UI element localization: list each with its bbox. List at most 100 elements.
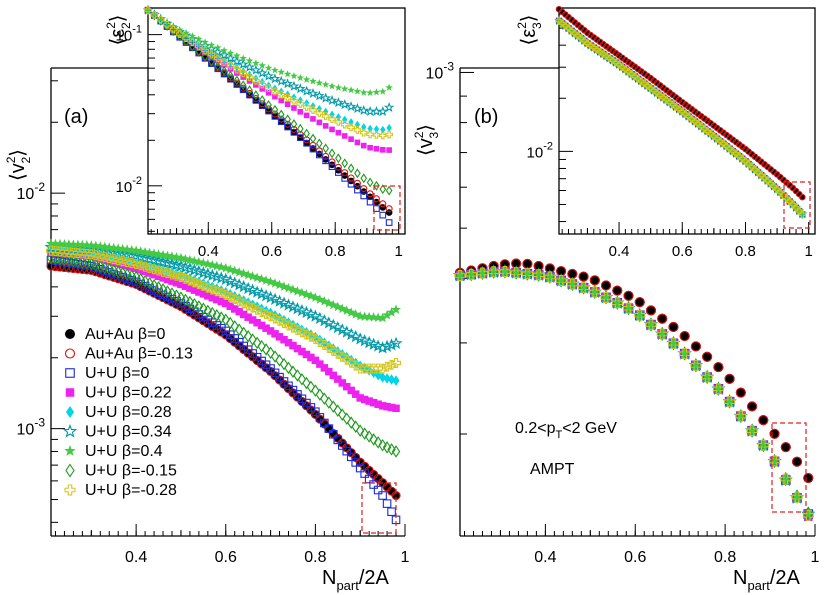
b-inset-point <box>704 127 711 135</box>
b-inset-point <box>761 174 768 181</box>
a-inset-point <box>169 25 178 34</box>
a-main-point <box>385 338 399 351</box>
a-inset-point <box>320 92 331 103</box>
a-main-point <box>262 324 270 332</box>
a-main-point <box>222 299 230 308</box>
a-main-point <box>377 312 388 323</box>
a-main-point <box>194 310 204 319</box>
a-main-point <box>351 390 360 398</box>
a-main-point <box>305 331 316 342</box>
a-main-point <box>243 300 254 311</box>
a-inset-point <box>386 123 392 132</box>
b-inset-point <box>678 108 686 115</box>
legend-marker <box>64 484 76 496</box>
a-main-point <box>376 341 390 354</box>
a-main-point <box>329 400 338 413</box>
a-main-point <box>257 339 266 353</box>
a-main-point <box>301 329 312 340</box>
a-main-point <box>378 438 387 452</box>
b-main-point <box>746 425 758 437</box>
a-inset-point <box>353 87 362 95</box>
b-inset-xtick-label: 1 <box>805 243 813 260</box>
a-main-point <box>113 255 124 266</box>
a-inset-point <box>168 22 179 33</box>
a-main-point <box>154 281 163 294</box>
b-inset-point <box>786 197 794 205</box>
b-inset-point <box>748 163 756 170</box>
panel-b-ylabel-main: v <box>415 138 437 148</box>
a-main-point <box>248 333 257 346</box>
b-main-series-3 <box>455 267 813 522</box>
b-inset-point <box>776 188 784 196</box>
a-main-point <box>239 326 248 340</box>
a-inset-point <box>373 145 380 152</box>
a-inset-point <box>239 69 248 78</box>
highlight-box-b-main <box>771 422 807 513</box>
a-main-point <box>382 361 393 372</box>
b-main-point <box>522 258 533 269</box>
a-inset-point <box>208 48 215 57</box>
b-inset-point <box>735 152 743 160</box>
a-main-point <box>320 364 329 372</box>
a-main-point <box>360 395 369 404</box>
a-main-point <box>325 367 333 376</box>
a-inset-point <box>353 126 362 134</box>
a-inset-point <box>264 64 273 72</box>
a-main-point <box>203 304 213 318</box>
b-inset-point <box>637 77 645 85</box>
a-inset-point <box>175 30 184 38</box>
b-main-point <box>735 410 747 422</box>
a-main-point <box>217 311 226 324</box>
b-main-point <box>803 473 814 484</box>
a-main-point <box>324 396 334 409</box>
panel-b-inset-ylabel-sub: 3 <box>530 22 544 29</box>
a-main-point <box>95 251 106 262</box>
b-inset-point <box>584 39 591 47</box>
a-main-point <box>389 336 403 350</box>
a-main-ytick-label: 10-3 <box>17 416 46 439</box>
a-inset-point <box>282 78 293 89</box>
a-main-point <box>225 264 236 274</box>
b-main-point <box>757 439 769 451</box>
b-main-point <box>713 362 724 373</box>
a-inset-point <box>258 95 266 105</box>
a-inset-point <box>373 205 380 212</box>
b-main-point <box>612 285 623 296</box>
a-main-point <box>284 381 293 391</box>
a-inset-point <box>296 134 304 141</box>
a-main-point <box>118 272 127 282</box>
b-main-point <box>566 278 579 289</box>
a-main-point <box>158 283 168 296</box>
b-main-point <box>611 297 623 309</box>
b-inset-point <box>587 41 595 49</box>
a-main-point <box>217 297 226 306</box>
b-main-point <box>690 359 702 371</box>
a-main-point <box>189 277 200 288</box>
a-inset-point <box>245 56 254 64</box>
a-main-point <box>359 311 370 321</box>
b-main-series-6 <box>454 265 814 519</box>
b-main-point <box>735 410 747 422</box>
a-main-point <box>360 469 369 478</box>
b-inset-point <box>776 188 784 196</box>
a-inset-point <box>288 80 300 91</box>
a-main-point <box>230 320 239 333</box>
panel-a: 0.4 0.6 0.8 1 10-2 10-3 (a) ⟨v22⟩ Npart/2A Au… <box>4 67 410 593</box>
a-inset-point <box>227 75 234 83</box>
a-main-point <box>238 268 249 278</box>
a-main-point <box>252 336 262 350</box>
b-main-point <box>589 275 600 286</box>
a-main-point <box>293 344 302 353</box>
a-main-point <box>207 284 218 295</box>
b-inset-point <box>625 68 632 75</box>
b-main-point <box>667 337 679 349</box>
a-inset-point <box>366 198 374 206</box>
a-main-point <box>149 264 160 275</box>
a-inset-point <box>354 186 361 194</box>
a-inset-point <box>182 34 190 43</box>
a-inset-point <box>252 97 260 104</box>
b-main-point <box>634 297 645 308</box>
panel-b-xlabel-sub: part <box>747 578 770 593</box>
a-main-point <box>369 433 378 446</box>
b-main-point <box>476 267 489 278</box>
